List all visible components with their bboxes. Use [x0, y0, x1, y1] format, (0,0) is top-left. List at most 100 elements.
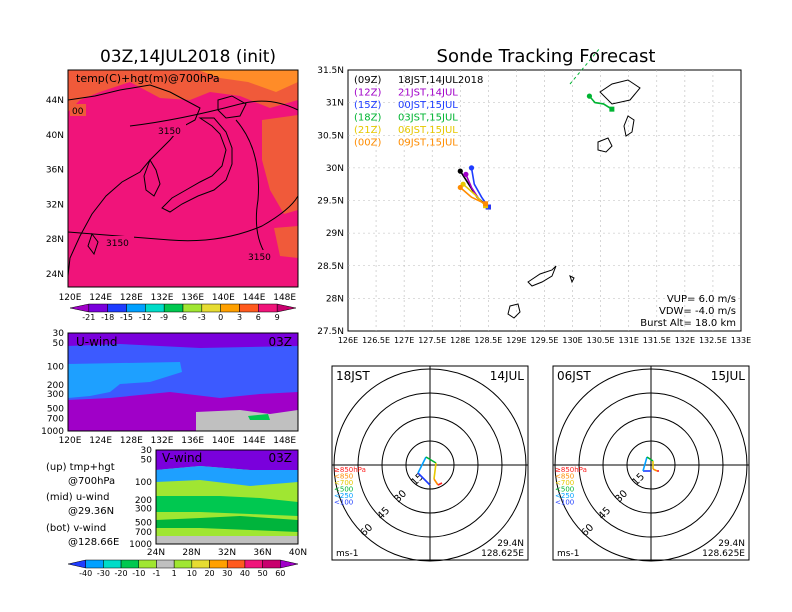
- pressure-tick-label: 200: [135, 496, 152, 506]
- lon-tick-label: 127E: [394, 336, 414, 345]
- note-bot: (bot) v-wind: [46, 523, 106, 534]
- lat-tick-label: 28N: [326, 294, 344, 304]
- colorbar-swatch: [173, 559, 193, 569]
- colorbar-swatch: [107, 303, 127, 313]
- pressure-tick-label: 100: [135, 478, 152, 488]
- lon-tick-label: 128E: [120, 293, 143, 303]
- contour-label: 00: [72, 107, 84, 117]
- lon-tick-label: 124E: [89, 436, 112, 446]
- map-lon-axis: 120E 124E 128E 132E 136E 140E 144E 148E: [59, 293, 297, 303]
- lon-tick-label: 132E: [675, 336, 695, 345]
- note-mid: (mid) u-wind: [46, 492, 109, 503]
- u-wind-top-band: [68, 333, 298, 348]
- colorbar-swatch: [126, 303, 146, 313]
- lon-tick-label: 148E: [273, 436, 296, 446]
- pressure-legend-item: <100: [334, 499, 353, 507]
- pressure-legend-item: <700: [555, 479, 574, 487]
- hodograph-trace: [646, 456, 654, 462]
- island-okinoerabu: [569, 275, 575, 284]
- height-contour-south: [67, 195, 299, 242]
- colorbar-swatch: [244, 559, 263, 569]
- island-yakushima: [597, 137, 613, 153]
- left-title: 03Z,14JUL2018 (init): [100, 47, 276, 67]
- lat-tick-label: 29N: [326, 229, 344, 239]
- coastline-korea: [143, 158, 161, 197]
- lon-tick-label: 128.5E: [474, 336, 502, 345]
- colorbar-label: -15: [120, 313, 133, 322]
- note-burst: Burst Alt= 18.0 km: [640, 318, 736, 329]
- right-title: Sonde Tracking Forecast: [437, 46, 656, 67]
- lon-tick-label: 136E: [181, 293, 204, 303]
- note-vdw: VDW= -4.0 m/s: [659, 306, 736, 317]
- lat-tick-label: 27.5N: [317, 327, 344, 337]
- lon-tick-label: 144E: [243, 436, 266, 446]
- lat-tick-label: 24N: [46, 270, 64, 280]
- legend-text: 03JST,15JUL: [398, 113, 458, 124]
- island-tokunoshima: [507, 303, 521, 319]
- pressure-tick-label: 50: [53, 339, 65, 349]
- pressure-legend-item: <500: [555, 486, 574, 494]
- lon-tick-label: 132.5E: [699, 336, 727, 345]
- position-lat: 29.4N: [718, 539, 745, 549]
- lon-tick-label: 132E: [151, 293, 174, 303]
- lon-tick-label: 120E: [59, 436, 82, 446]
- legend-text: 18JST,14JUL2018: [398, 75, 483, 86]
- colorbar-swatch: [138, 559, 157, 569]
- colorbar-label: -21: [82, 313, 95, 322]
- lon-tick-label: 124E: [89, 293, 112, 303]
- track-end-point: [483, 201, 489, 207]
- hodograph-trace: [417, 472, 431, 486]
- pressure-tick-label: 700: [135, 528, 152, 538]
- lon-tick-label: 148E: [273, 293, 296, 303]
- coastline-taiwan: [87, 232, 99, 256]
- colorbar-swatch: [220, 303, 240, 313]
- lon-tick-label: 126E: [338, 336, 358, 345]
- pressure-tick-label: 500: [135, 518, 152, 528]
- temp-map-warm-east: [262, 115, 298, 214]
- colorbar-swatch: [156, 559, 175, 569]
- map-lat-axis: 44N 40N 36N 32N 28N 24N: [46, 96, 64, 280]
- hodograph-trace: [417, 456, 427, 474]
- v-wind-top-band: [156, 450, 298, 470]
- track-line: [459, 186, 486, 205]
- temp-map-warm-south: [274, 226, 298, 258]
- colorbar-swatch: [85, 559, 104, 569]
- legend-code: (00Z): [354, 138, 381, 149]
- island-tanegashima: [623, 115, 635, 137]
- colorbar-label: -6: [179, 313, 187, 322]
- lat-tick-label: 31.5N: [317, 66, 344, 76]
- side-notes: (up) tmp+hgt @700hPa (mid) u-wind @29.36…: [46, 462, 119, 548]
- lat-tick-label: 28N: [46, 235, 64, 245]
- pressure-legend-item: <100: [555, 499, 574, 507]
- temp-map-frame: [67, 69, 299, 288]
- track-start-point: [586, 93, 593, 99]
- lat-tick-label: 24N: [147, 548, 165, 558]
- pressure-tick-label: 300: [135, 504, 152, 514]
- lat-tick-label: 28.5N: [317, 262, 344, 272]
- track-start-point: [463, 171, 469, 177]
- colorbar-swatch: [239, 303, 259, 313]
- legend-text: 21JST,14JUL: [398, 88, 458, 99]
- lon-tick-label: 140E: [212, 436, 235, 446]
- colorbar-label: -40: [79, 569, 92, 578]
- hodograph-trace: [433, 462, 437, 480]
- pressure-tick-label: 50: [141, 455, 153, 465]
- temp-map-panel: 00 3150 3150 3150 temp(C)+hgt(m)@700hPa …: [46, 69, 299, 303]
- hodograph-time: 18JST: [336, 369, 370, 383]
- island-amami: [527, 265, 557, 287]
- track-start-point: [457, 184, 463, 191]
- lon-tick-label: 128E: [450, 336, 470, 345]
- hodograph-panel-2: 06JST 15JUL15304560≥850hPa<850<700<500<25…: [552, 365, 750, 562]
- colorbar-label: -12: [139, 313, 152, 322]
- track-end-point: [609, 106, 615, 112]
- lon-tick-label: 131.5E: [643, 336, 671, 345]
- colorbar-label: -10: [132, 569, 145, 578]
- wind-colorbar: -40 -30 -20 -10 -1 1 10 20 30 40 50 60: [67, 559, 299, 578]
- colorbar-label: 6: [256, 313, 261, 322]
- v-wind-label: V-wind: [162, 451, 202, 465]
- lat-tick-label: 32N: [46, 200, 64, 210]
- u-wind-green-patch: [248, 414, 270, 420]
- colorbar-swatch: [226, 559, 246, 569]
- note-bot-sub: @128.66E: [68, 537, 119, 548]
